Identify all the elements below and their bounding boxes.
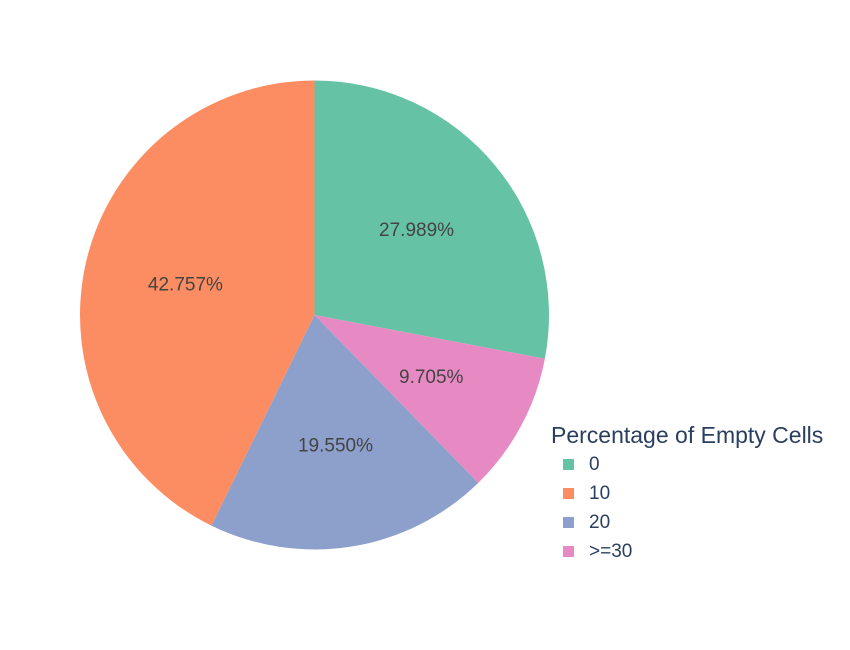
- legend-item-gte-30[interactable]: >=30: [551, 537, 846, 566]
- legend-item-0[interactable]: 0: [551, 450, 846, 479]
- legend-swatch-10: [563, 488, 574, 499]
- pie-slices: [79, 80, 550, 550]
- pie-slice-20[interactable]: [211, 315, 479, 550]
- legend-title: Percentage of Empty Cells: [551, 422, 824, 448]
- pie-slice-gte-30[interactable]: [314, 315, 545, 483]
- pie-slice-label-0: 27.989%: [379, 220, 454, 241]
- legend-swatch-0: [563, 459, 574, 470]
- legend: Percentage of Empty Cells 0 10 20 >=30: [551, 421, 846, 566]
- pie-slice-labels: 27.989% 9.705% 19.550% 42.757%: [148, 220, 464, 456]
- legend-items: 0 10 20 >=30: [551, 450, 846, 566]
- pie-slice-label-10: 42.757%: [148, 275, 223, 296]
- pie-slice-0[interactable]: [314, 80, 550, 359]
- legend-label-10: 10: [589, 483, 611, 504]
- pie-slice-label-gte-30: 9.705%: [399, 367, 464, 388]
- legend-item-20[interactable]: 20: [551, 508, 846, 537]
- pie-slice-label-20: 19.550%: [298, 435, 373, 456]
- legend-label-0: 0: [589, 454, 600, 475]
- legend-label-gte-30: >=30: [589, 541, 633, 562]
- legend-label-20: 20: [589, 512, 611, 533]
- legend-item-10[interactable]: 10: [551, 479, 846, 508]
- pie-slice-10[interactable]: [79, 80, 315, 526]
- legend-swatch-20: [563, 517, 574, 528]
- legend-swatch-gte-30: [563, 546, 574, 557]
